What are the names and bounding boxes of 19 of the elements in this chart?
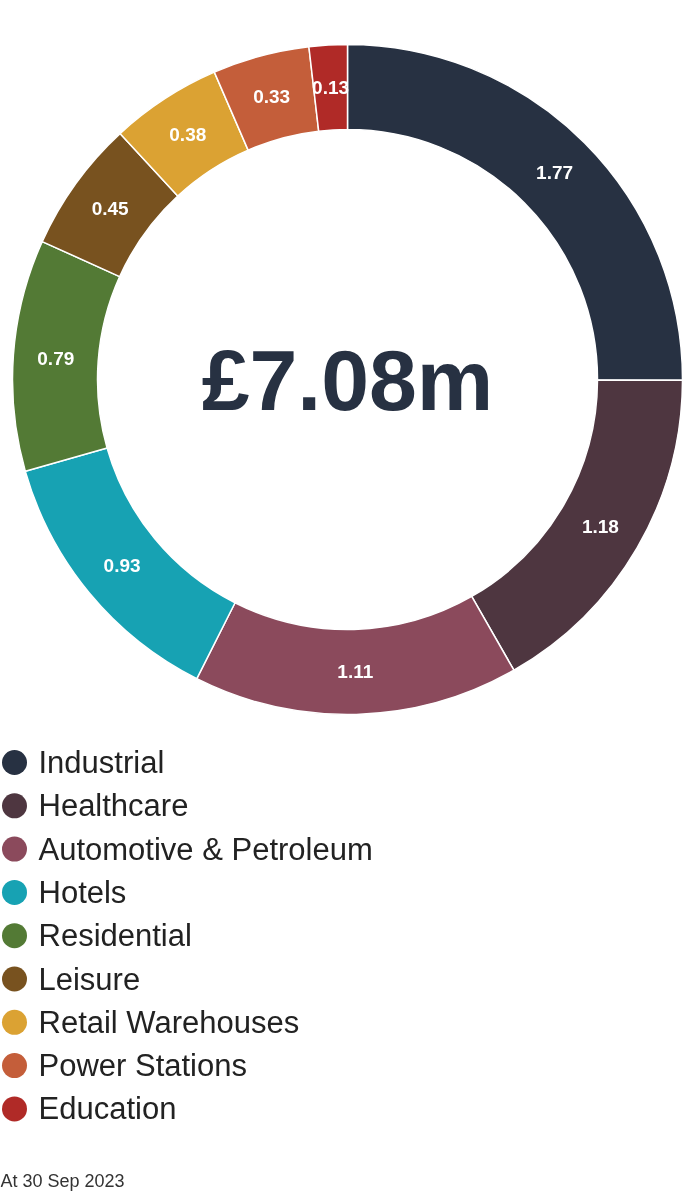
legend-label: Industrial xyxy=(38,745,165,780)
text: £7.08m xyxy=(201,331,494,428)
legend-label: Residential xyxy=(38,918,192,954)
data-label: 1.18 xyxy=(581,516,619,537)
legend-label: Power Stations xyxy=(38,1048,247,1084)
legend-label: Leisure xyxy=(38,961,141,997)
data-label: 0.45 xyxy=(91,198,130,220)
legend-label: Retail Warehouses xyxy=(38,1004,300,1040)
data-label: 0.79 xyxy=(37,347,75,369)
legend-label: Automotive & Petroleum xyxy=(38,831,373,867)
legend-label: Hotels xyxy=(38,874,127,910)
data-label: 0.38 xyxy=(169,123,207,145)
legend-label: Education xyxy=(38,1091,177,1127)
data-label: 0.33 xyxy=(253,86,291,108)
text: At 30 Sep 2023 xyxy=(0,1170,125,1191)
data-label: 1.11 xyxy=(337,661,374,683)
legend-label: Healthcare xyxy=(38,788,189,824)
data-label: 1.77 xyxy=(536,162,574,184)
data-label: 0.93 xyxy=(103,555,141,577)
